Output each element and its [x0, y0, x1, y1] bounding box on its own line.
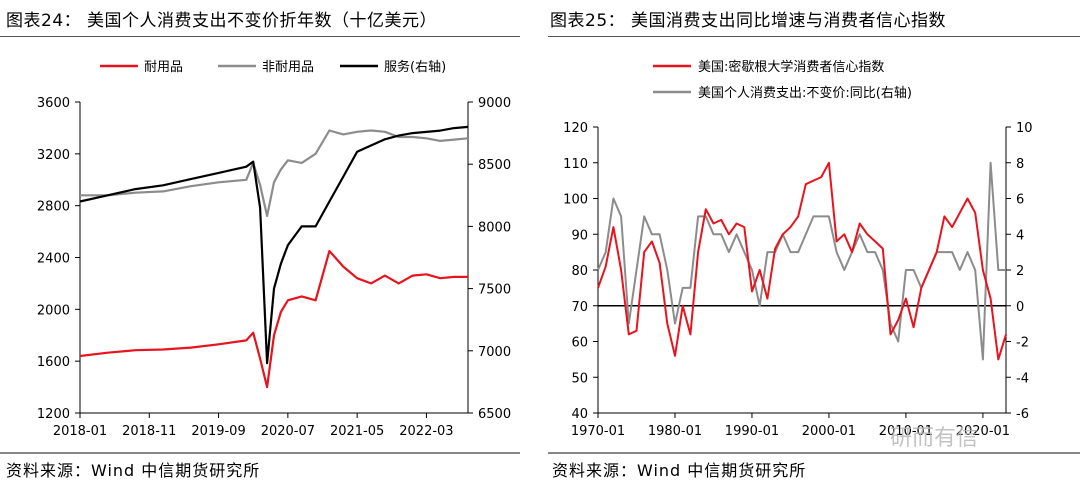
left-y-tick-label: 40	[571, 407, 588, 422]
legend-label: 美国个人消费支出:不变价:同比(右轴)	[698, 85, 912, 101]
right-title-rule	[548, 36, 1080, 37]
right-y-tick-label: -6	[1016, 407, 1029, 422]
legend-label: 服务(右轴)	[384, 59, 446, 75]
right-y-tick-label: 6500	[478, 407, 511, 422]
left-y-tick-label: 3200	[37, 148, 70, 163]
series-line-美国个人消费支出:不变价:同比(右轴)	[597, 161, 1006, 361]
x-tick-label: 2020-07	[261, 424, 315, 439]
left-y-tick-label: 80	[571, 264, 588, 279]
legend-label: 美国:密歇根大学消费者信心指数	[698, 59, 884, 75]
right-y-tick-label: 7000	[478, 345, 511, 360]
series-line-耐用品	[79, 249, 468, 389]
x-tick-label: 2022-03	[399, 424, 453, 439]
x-tick-label: 1980-01	[648, 424, 702, 439]
x-tick-label: 2010-01	[879, 424, 933, 439]
left-chart-title: 图表24： 美国个人消费支出不变价折年数（十亿美元）	[6, 11, 438, 31]
left-chart: 1200 1600 2000 2400 2800 3200 3600 6500 7000 7500…	[37, 59, 511, 439]
left-y-tick-label: 2800	[37, 200, 70, 215]
right-y-tick-label: 2	[1016, 264, 1024, 279]
left-source-rule	[0, 452, 520, 454]
right-y-tick-label: 9000	[478, 96, 511, 111]
right-y-tick-label: -4	[1016, 371, 1029, 386]
left-y-tick-label: 90	[571, 228, 588, 243]
x-tick-label: 2021-05	[330, 424, 384, 439]
left-y-tick-label: 50	[571, 371, 588, 386]
legend-label: 非耐用品	[262, 60, 314, 75]
right-y-tick-label: 7500	[478, 283, 511, 298]
right-y-tick-label: 8000	[478, 220, 511, 235]
right-source: 资料来源：Wind 中信期货研究所	[552, 461, 807, 480]
left-title-rule	[0, 36, 520, 37]
right-y-tick-label: 0	[1016, 300, 1024, 315]
right-y-tick-label: 10	[1016, 121, 1033, 136]
left-y-tick-label: 100	[563, 193, 588, 208]
right-y-tick-label: 8500	[478, 158, 511, 173]
left-source: 资料来源：Wind 中信期货研究所	[6, 461, 261, 480]
left-y-tick-label: 70	[571, 300, 588, 315]
x-tick-label: 2019-09	[191, 424, 245, 439]
right-y-tick-label: 4	[1016, 228, 1024, 243]
left-y-tick-label: 1600	[37, 355, 70, 370]
right-chart: 40 50 60 70 80 90 100 110 120 -6 -4 -2 0 2 4 6 8 10 1970-0…	[563, 59, 1033, 439]
x-tick-label: 1990-01	[725, 424, 779, 439]
x-tick-label: 2020-01	[956, 424, 1010, 439]
left-y-tick-label: 60	[571, 336, 588, 351]
x-tick-label: 2018-11	[122, 424, 176, 439]
left-y-tick-label: 110	[563, 157, 588, 172]
watermark-text: 研而有信	[890, 426, 979, 451]
left-y-tick-label: 2000	[37, 303, 70, 318]
right-y-tick-label: 6	[1016, 193, 1024, 208]
legend-label: 耐用品	[144, 60, 183, 75]
right-y-tick-label: -2	[1016, 336, 1029, 351]
left-y-tick-label: 120	[563, 121, 588, 136]
left-y-tick-label: 2400	[37, 252, 70, 267]
series-line-服务(右轴)	[79, 125, 469, 365]
series-line-美国:密歇根大学消费者信心指数	[597, 161, 1007, 361]
series-line-非耐用品	[80, 129, 469, 218]
right-y-tick-label: 8	[1016, 157, 1024, 172]
x-tick-label: 2000-01	[802, 424, 856, 439]
right-chart-title: 图表25： 美国消费支出同比增速与消费者信心指数	[550, 11, 947, 31]
x-tick-label: 2018-01	[53, 424, 107, 439]
right-source-rule	[548, 452, 1080, 454]
left-y-tick-label: 3600	[37, 96, 70, 111]
x-tick-label: 1970-01	[571, 424, 625, 439]
left-y-tick-label: 1200	[37, 407, 70, 422]
